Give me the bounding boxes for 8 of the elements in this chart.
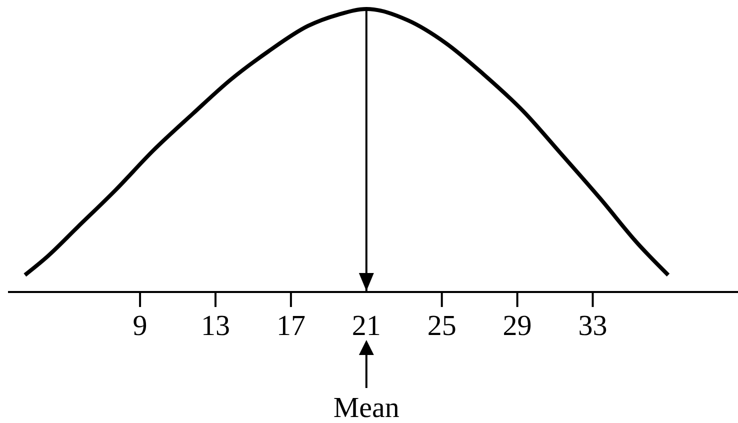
x-tick-label: 9 (132, 310, 148, 342)
x-tick-label: 17 (276, 310, 306, 342)
x-tick-label: 25 (427, 310, 456, 342)
x-tick-label: 21 (352, 310, 381, 342)
x-tick-label: 29 (502, 310, 532, 342)
x-tick-label: 33 (578, 310, 608, 342)
ref-line-label: Mean (333, 392, 400, 423)
x-tick-label: 13 (200, 310, 230, 342)
